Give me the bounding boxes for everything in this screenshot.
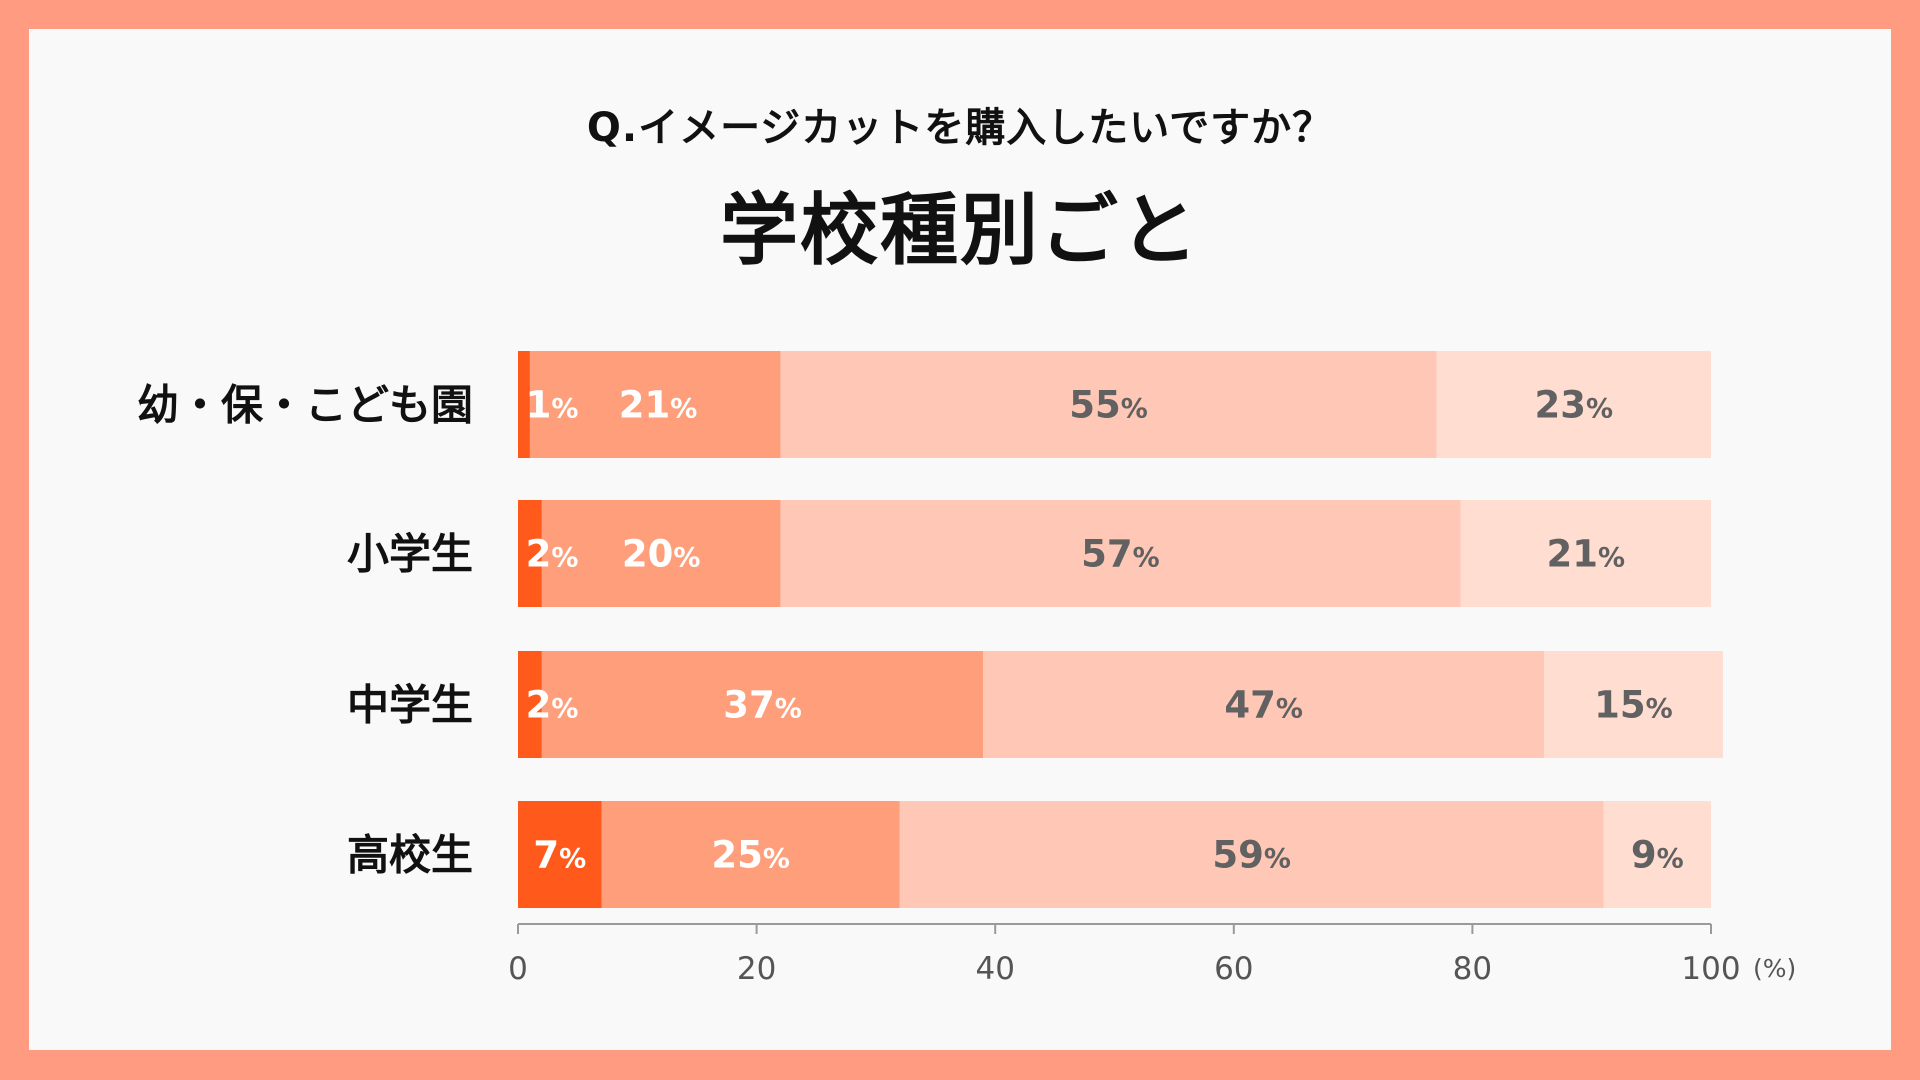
- data-label: 59%: [1212, 834, 1291, 877]
- data-label: 9%: [1631, 834, 1684, 877]
- bar-segment: [529, 351, 781, 458]
- bar-segment: [518, 500, 542, 607]
- x-tick-label: 80: [1453, 951, 1492, 987]
- x-tick-label: 20: [737, 951, 776, 987]
- question-text: Q.イメージカットを購入したいですか？: [586, 105, 1334, 151]
- bar-segment: [899, 801, 1604, 908]
- data-label: 2%: [526, 684, 579, 727]
- x-tick-label: 0: [508, 951, 528, 987]
- data-label: 25%: [711, 834, 790, 877]
- bar-segment: [541, 651, 984, 758]
- x-tick-label: 60: [1214, 951, 1253, 987]
- data-label: 23%: [1535, 384, 1614, 427]
- bar-segment: [601, 801, 900, 908]
- bar-segment: [518, 651, 542, 758]
- data-label: 2%: [526, 533, 579, 576]
- bar-segment: [541, 500, 781, 607]
- data-label: 21%: [1546, 533, 1625, 576]
- chart-title: 学校種別ごと: [719, 186, 1200, 276]
- bar-segment: [518, 351, 530, 458]
- bar-segment: [1543, 651, 1723, 758]
- data-label: 47%: [1224, 684, 1303, 727]
- bar-segment: [780, 351, 1437, 458]
- row-label: 高校生: [347, 831, 473, 880]
- bar-segment: [780, 500, 1461, 607]
- row-label: 小学生: [347, 530, 473, 579]
- data-label: 20%: [622, 533, 701, 576]
- bar-segment: [1436, 351, 1711, 458]
- data-label: 7%: [533, 834, 586, 877]
- data-label: 15%: [1594, 684, 1673, 727]
- x-tick-label: 100: [1681, 951, 1740, 987]
- row-label: 幼・保・こども園: [137, 381, 473, 430]
- x-tick-label: 40: [975, 951, 1014, 987]
- bar-segment: [1460, 500, 1711, 607]
- bar-segment: [518, 801, 602, 908]
- data-label: 57%: [1081, 533, 1160, 576]
- data-label: 1%: [526, 384, 579, 427]
- row-label: 中学生: [347, 681, 473, 730]
- bar-segment: [983, 651, 1544, 758]
- data-label: 37%: [723, 684, 802, 727]
- x-unit-label: (%): [1753, 954, 1796, 983]
- data-label: 55%: [1069, 384, 1148, 427]
- data-label: 21%: [619, 384, 698, 427]
- bar-segment: [1603, 801, 1711, 908]
